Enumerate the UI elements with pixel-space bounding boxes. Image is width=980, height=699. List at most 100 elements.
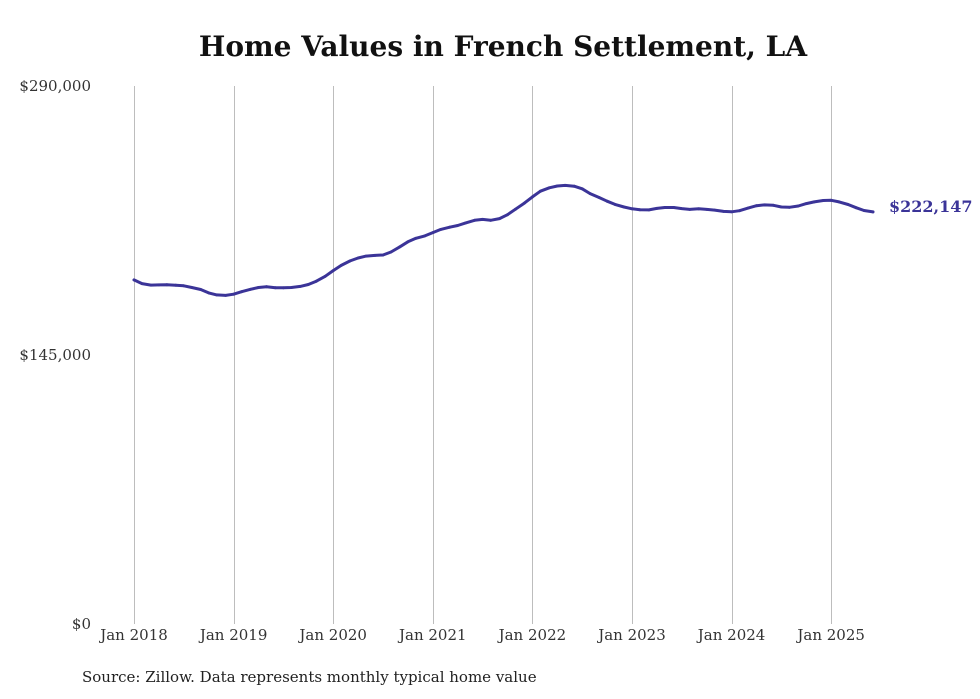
data-point xyxy=(414,236,418,240)
data-point xyxy=(829,198,833,202)
data-point xyxy=(481,218,484,221)
x-tick-label: Jan 2022 xyxy=(497,626,567,644)
data-point xyxy=(663,206,667,209)
data-point xyxy=(448,225,452,229)
data-point xyxy=(498,217,501,221)
data-point xyxy=(423,234,427,238)
data-point xyxy=(265,285,268,289)
x-tick-label: Jan 2023 xyxy=(596,626,666,644)
data-point xyxy=(331,269,335,272)
data-point xyxy=(837,200,841,204)
chart-title: Home Values in French Settlement, LA xyxy=(198,30,808,63)
data-point xyxy=(688,208,692,211)
data-point xyxy=(199,288,203,291)
data-point xyxy=(722,210,725,213)
data-point xyxy=(647,208,651,212)
data-point xyxy=(364,254,368,258)
data-point xyxy=(514,207,517,211)
data-point xyxy=(157,283,161,287)
y-tick-label: $145,000 xyxy=(19,346,91,364)
data-point xyxy=(165,283,169,287)
data-point xyxy=(398,245,402,249)
data-point xyxy=(871,210,875,214)
data-point xyxy=(680,207,684,211)
data-point xyxy=(132,278,136,282)
data-point xyxy=(812,200,816,204)
data-point xyxy=(713,208,716,212)
data-point xyxy=(373,254,377,257)
data-point xyxy=(747,206,750,210)
data-point xyxy=(232,292,236,296)
data-point xyxy=(755,204,758,208)
data-point xyxy=(298,285,302,288)
data-point xyxy=(780,205,783,209)
end-value-label: $222,147 xyxy=(889,197,973,216)
data-point xyxy=(406,240,410,244)
data-point xyxy=(473,218,476,222)
data-point xyxy=(804,202,808,206)
data-point xyxy=(174,283,178,287)
data-point xyxy=(314,279,318,283)
data-point xyxy=(547,186,551,190)
data-point xyxy=(597,196,601,199)
data-point xyxy=(456,224,460,227)
data-point xyxy=(464,221,468,225)
data-point xyxy=(763,203,766,207)
data-point xyxy=(862,209,866,212)
x-tick-label: Jan 2019 xyxy=(198,626,268,644)
data-point xyxy=(772,203,775,207)
x-tick-label: Jan 2021 xyxy=(397,626,467,644)
x-tick-label: Jan 2025 xyxy=(795,626,865,644)
data-point xyxy=(182,284,186,288)
data-point xyxy=(140,282,144,285)
data-point xyxy=(290,286,293,289)
y-tick-label: $290,000 xyxy=(19,77,91,95)
x-tick-label: Jan 2018 xyxy=(98,626,168,644)
y-tick-label: $0 xyxy=(72,615,91,633)
y-axis-labels: $0 $145,000 $290,000 xyxy=(19,77,91,633)
data-point xyxy=(431,231,435,235)
data-point xyxy=(787,205,791,209)
data-point xyxy=(282,286,285,290)
gridlines xyxy=(134,86,832,624)
x-tick-label: Jan 2020 xyxy=(297,626,367,644)
data-point xyxy=(572,184,576,188)
data-point xyxy=(555,184,559,188)
data-point xyxy=(605,199,609,203)
x-axis-labels: Jan 2018 Jan 2019 Jan 2020 Jan 2021 Jan 2022… xyxy=(98,626,865,644)
data-point xyxy=(854,206,858,210)
data-point xyxy=(439,228,443,231)
data-point xyxy=(523,201,526,205)
data-point xyxy=(249,287,252,291)
data-point xyxy=(821,199,825,202)
data-point xyxy=(613,203,617,206)
data-point xyxy=(323,274,327,278)
data-point xyxy=(655,207,659,210)
data-point xyxy=(274,286,277,290)
data-point xyxy=(531,195,534,199)
data-point xyxy=(630,207,634,211)
data-point xyxy=(389,250,393,254)
data-point xyxy=(306,283,310,286)
series-line xyxy=(132,183,875,297)
data-point xyxy=(190,286,194,289)
data-point xyxy=(563,184,567,187)
data-point xyxy=(705,208,709,211)
x-tick-label: Jan 2024 xyxy=(696,626,766,644)
data-point xyxy=(339,264,343,267)
series-group: $222,147 xyxy=(132,183,973,297)
data-point xyxy=(846,203,850,206)
data-point xyxy=(224,294,228,297)
data-point xyxy=(738,209,741,213)
data-point xyxy=(672,206,676,209)
data-point xyxy=(356,256,360,260)
data-point xyxy=(796,204,800,208)
data-point xyxy=(381,253,385,257)
data-point xyxy=(207,291,211,295)
data-point xyxy=(580,187,584,191)
data-point xyxy=(506,213,509,217)
source-note: Source: Zillow. Data represents monthly … xyxy=(82,668,537,686)
data-point xyxy=(730,210,733,214)
data-point xyxy=(638,208,642,212)
